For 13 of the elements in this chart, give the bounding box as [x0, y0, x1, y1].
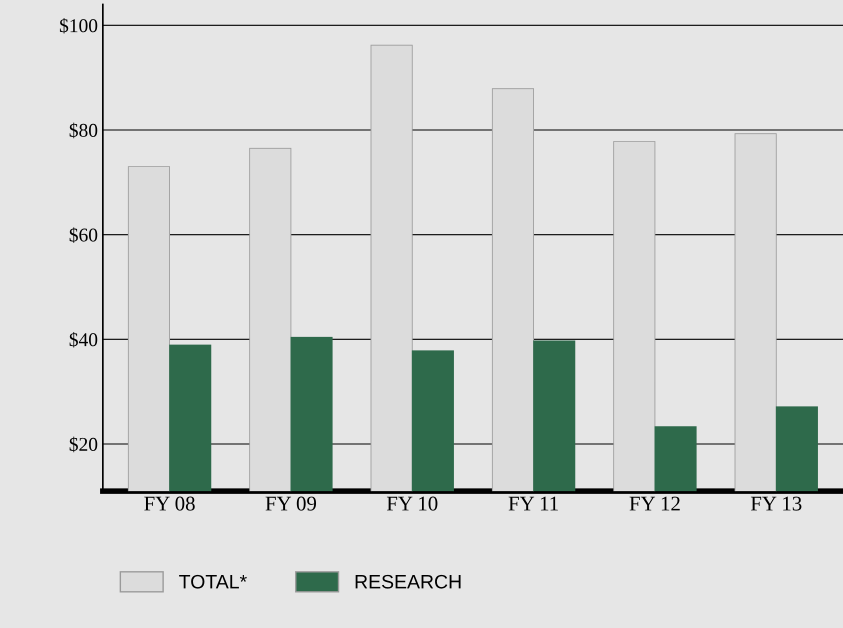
y-tick-label: $20 — [70, 436, 98, 452]
y-tick-label: $60 — [70, 227, 98, 243]
legend-label: TOTAL* — [179, 574, 247, 589]
y-tick-label: $100 — [60, 18, 98, 34]
x-tick-label: FY 11 — [508, 496, 558, 510]
x-tick-label: FY 10 — [386, 496, 438, 511]
x-tick-label: FY 12 — [630, 496, 680, 510]
x-tick-label: FY 08 — [144, 496, 195, 511]
x-tick-label: FY 09 — [266, 496, 316, 511]
y-tick-label: $40 — [70, 332, 98, 348]
y-tick-label: $80 — [70, 122, 98, 138]
x-tick-label: FY 13 — [750, 496, 802, 511]
legend-label: RESEARCH — [356, 574, 461, 589]
